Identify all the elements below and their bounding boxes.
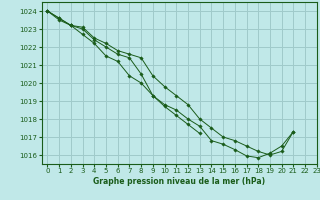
X-axis label: Graphe pression niveau de la mer (hPa): Graphe pression niveau de la mer (hPa) [93, 177, 265, 186]
